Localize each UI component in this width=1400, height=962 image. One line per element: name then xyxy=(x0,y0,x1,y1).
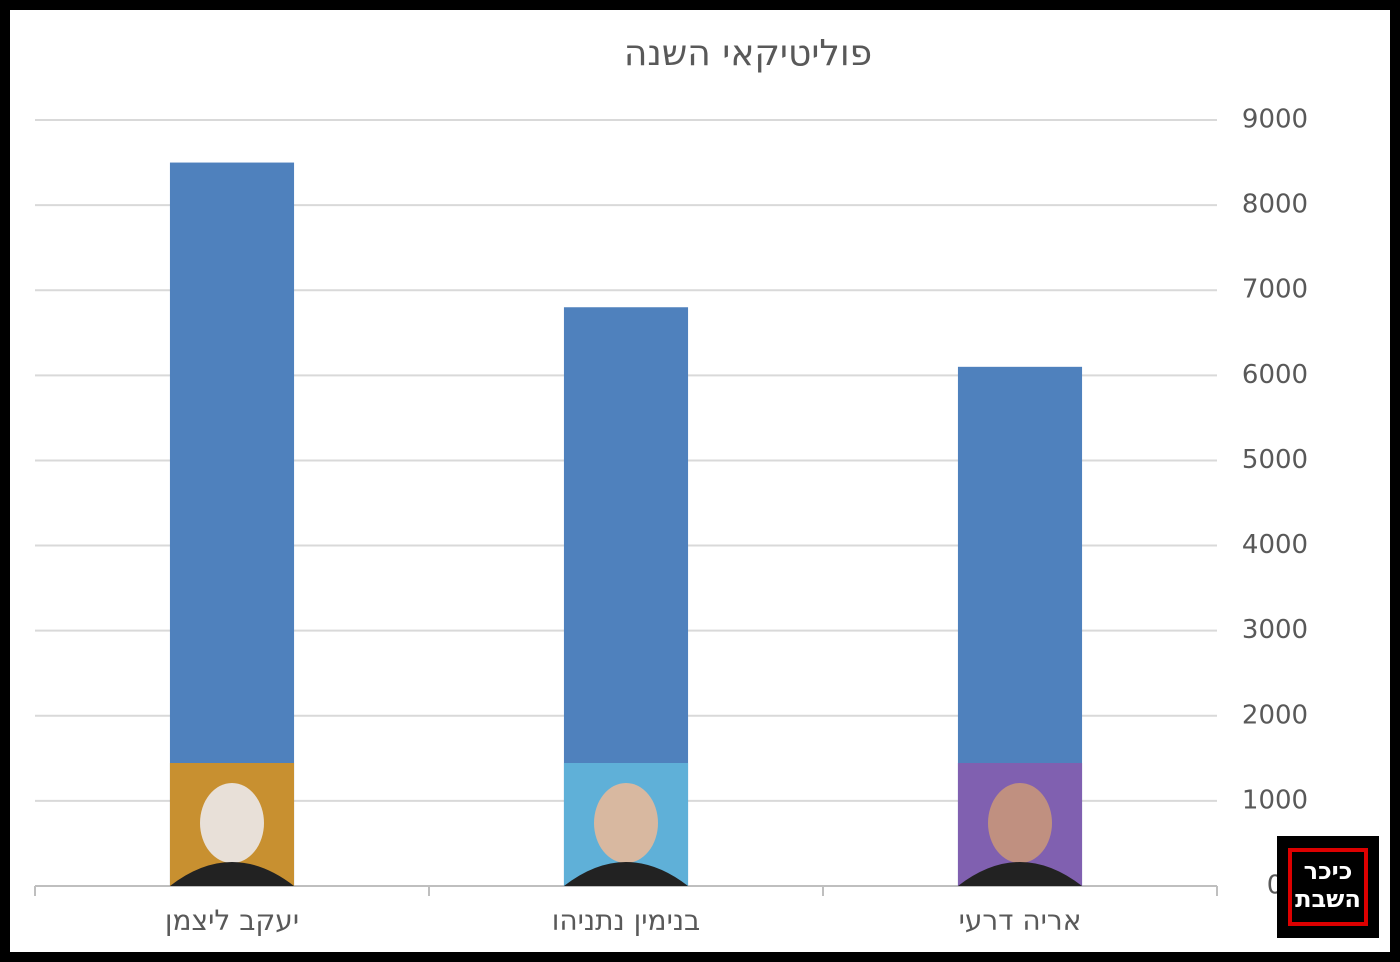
photo-face xyxy=(200,783,264,863)
y-tick-label: 8000 xyxy=(1242,190,1308,220)
y-tick-label: 3000 xyxy=(1242,615,1308,645)
photo-body xyxy=(169,862,295,886)
logo-text: השבת xyxy=(1295,885,1361,913)
photo-face xyxy=(594,783,658,863)
photo-face xyxy=(988,783,1052,863)
y-tick-label: 7000 xyxy=(1242,275,1308,305)
photo-body xyxy=(957,862,1083,886)
logo: כיכר השבת xyxy=(1277,836,1379,938)
y-tick-label: 2000 xyxy=(1242,700,1308,730)
logo-frame xyxy=(1288,848,1368,926)
logo-text: כיכר xyxy=(1304,857,1353,885)
x-tick-label: יעקב ליצמן xyxy=(165,904,299,937)
y-tick-label: 6000 xyxy=(1242,360,1308,390)
y-tick-label: 5000 xyxy=(1242,445,1308,475)
y-tick-label: 4000 xyxy=(1242,530,1308,560)
chart-title: פוליטיקאי השנה xyxy=(624,33,872,74)
photo-body xyxy=(563,862,689,886)
x-tick-label: אריה דרעי xyxy=(959,904,1082,937)
y-tick-label: 9000 xyxy=(1242,105,1308,135)
x-tick-label: בנימין נתניהו xyxy=(552,904,700,937)
logo-box xyxy=(1277,836,1379,938)
y-tick-label: 1000 xyxy=(1242,785,1308,815)
